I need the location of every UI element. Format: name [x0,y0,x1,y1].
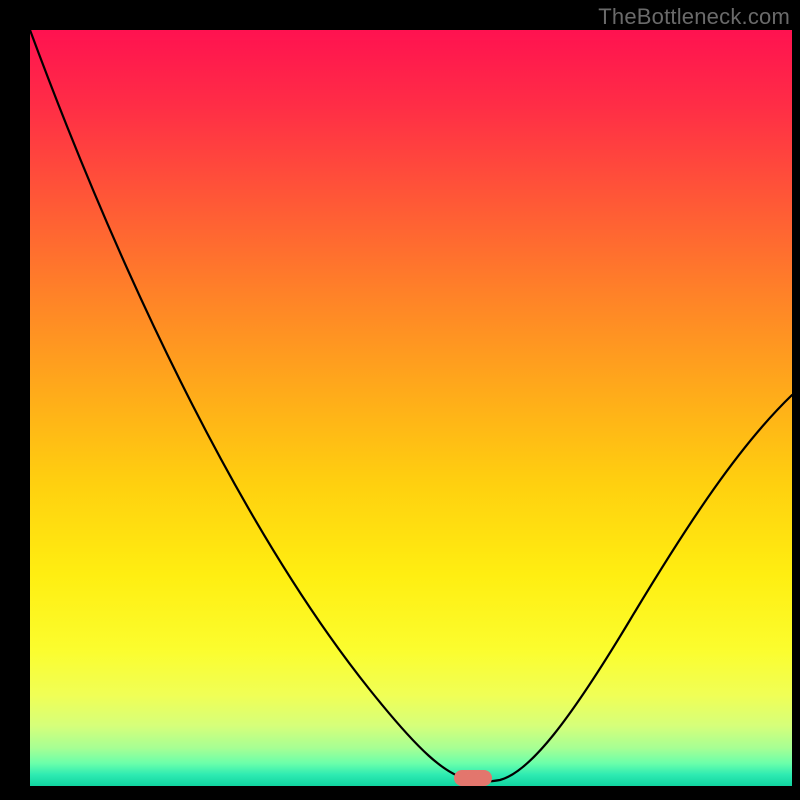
chart-plot-area [30,30,792,786]
optimal-marker [454,770,492,786]
chart-svg [0,0,800,800]
bottleneck-chart: TheBottleneck.com [0,0,800,800]
watermark-text: TheBottleneck.com [598,4,790,30]
